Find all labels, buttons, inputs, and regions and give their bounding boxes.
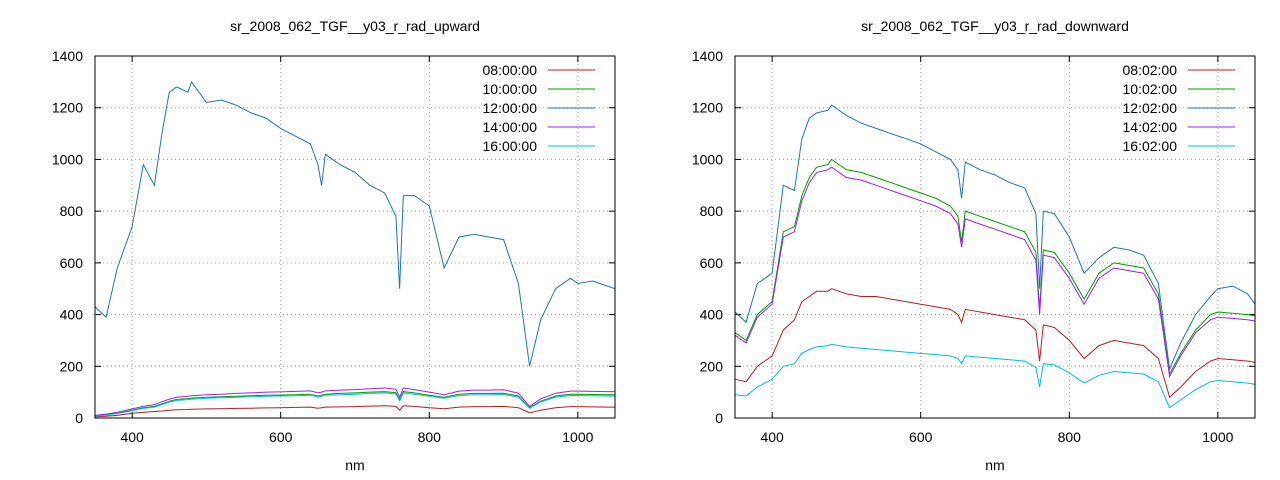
series-line-1 [734,288,1256,399]
series-line-3 [94,80,616,367]
legend-label: 08:02:00 [1123,62,1178,78]
x-tick-label: 400 [120,429,144,445]
series-line-5 [94,392,615,417]
series-line-5 [734,343,1256,409]
chart-title: sr_2008_062_TGF__y03_r_rad_downward [861,18,1129,34]
series-line-3 [734,104,1256,371]
chart-1: sr_2008_062_TGF__y03_r_rad_upward 0 200 400… [52,18,616,473]
legend-label: 14:02:00 [1123,119,1178,135]
legend-label: 10:00:00 [483,81,538,97]
series-line-4 [734,166,1256,379]
series-line-2 [734,158,1256,376]
x-tick-label: 800 [1058,429,1082,445]
x-tick-label: 400 [760,429,784,445]
legend-label: 16:00:00 [483,138,538,154]
legend-label: 12:00:00 [483,100,538,116]
x-axis-label: nm [345,457,364,473]
chart-2: sr_2008_062_TGF__y03_r_rad_downward 0 200 4… [692,18,1256,473]
y-tick-label: 1200 [52,100,83,116]
y-tick-label: 400 [700,307,724,323]
y-tick-label: 1000 [52,151,83,167]
y-tick-label: 1400 [52,48,83,64]
y-tick-label: 1200 [692,100,723,116]
y-tick-label: 800 [700,203,724,219]
x-tick-label: 1000 [562,429,593,445]
y-tick-label: 1000 [692,151,723,167]
y-tick-label: 200 [700,358,724,374]
plot-frame [94,55,616,419]
y-tick-label: 1400 [692,48,723,64]
y-tick-label: 800 [60,203,84,219]
y-tick-label: 600 [60,255,84,271]
x-tick-label: 600 [269,429,293,445]
x-tick-label: 1000 [1202,429,1233,445]
y-tick-label: 0 [75,410,83,426]
series-line-4 [94,387,615,416]
y-tick-label: 600 [700,255,724,271]
x-tick-label: 600 [909,429,933,445]
legend-label: 12:02:00 [1123,100,1178,116]
chart-title: sr_2008_062_TGF__y03_r_rad_upward [230,18,480,34]
plot-frame [734,55,1256,419]
legend-label: 14:00:00 [483,119,538,135]
y-tick-label: 0 [715,410,723,426]
x-axis-label: nm [985,457,1004,473]
x-tick-label: 800 [418,429,442,445]
legend-label: 08:00:00 [483,62,538,78]
legend-label: 10:02:00 [1123,81,1178,97]
y-tick-label: 200 [60,358,84,374]
legend-label: 16:02:00 [1123,138,1178,154]
y-tick-label: 400 [60,307,84,323]
series-line-1 [94,405,615,418]
